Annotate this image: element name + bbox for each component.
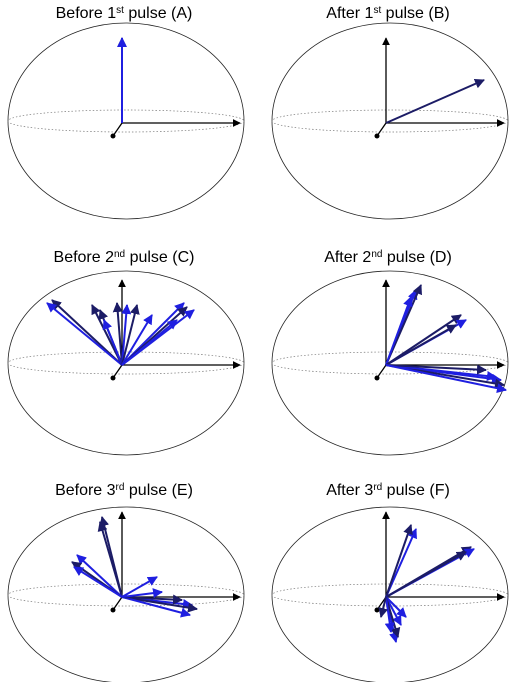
y-axis-dot (375, 134, 380, 139)
bloch-panel: After 2nd pulse (D) (272, 249, 508, 456)
equator (8, 110, 244, 132)
panel-title: Before 2nd pulse (C) (54, 249, 195, 267)
spin-vector (386, 297, 411, 365)
title-text: Before 3 (55, 482, 116, 499)
title-superscript: nd (371, 249, 382, 260)
spin-vector (47, 303, 122, 365)
title-text: After 1 (326, 5, 373, 22)
title-superscript: rd (116, 482, 125, 493)
page: Before 1st pulse (A) After 1st pulse (B) B… (0, 0, 515, 682)
title-superscript: nd (114, 249, 125, 260)
sphere-outline (8, 23, 244, 219)
panel-title: Before 3rd pulse (E) (55, 482, 193, 500)
figure: Before 1st pulse (A) After 1st pulse (B) B… (0, 0, 515, 682)
panel-title: After 2nd pulse (D) (324, 249, 452, 267)
title-text: After 2 (324, 249, 371, 266)
title-text: pulse (F) (382, 482, 450, 499)
title-text: Before 1 (56, 5, 117, 22)
spin-vector (122, 320, 177, 365)
title-superscript: rd (373, 482, 382, 493)
panel-title: After 3rd pulse (F) (326, 482, 450, 500)
y-axis-dot (111, 376, 116, 381)
title-text: pulse (A) (124, 5, 192, 22)
panel-title: Before 1st pulse (A) (56, 5, 193, 23)
title-text: pulse (B) (381, 5, 449, 22)
bloch-panel: Before 3rd pulse (E) (8, 482, 244, 682)
title-text: After 3 (326, 482, 373, 499)
bloch-panel: After 1st pulse (B) (272, 5, 508, 220)
bloch-panel: After 3rd pulse (F) (272, 482, 508, 682)
title-text: pulse (C) (125, 249, 194, 266)
spin-vector (386, 325, 456, 365)
bloch-panel: Before 2nd pulse (C) (8, 249, 244, 456)
bloch-panel: Before 1st pulse (A) (8, 5, 244, 220)
y-axis-dot (375, 608, 380, 613)
title-text: pulse (D) (382, 249, 451, 266)
title-text: pulse (E) (124, 482, 192, 499)
spin-vector (386, 80, 484, 123)
title-text: Before 2 (54, 249, 115, 266)
y-axis-dot (111, 134, 116, 139)
y-axis-dot (111, 608, 116, 613)
y-axis-dot (375, 376, 380, 381)
spin-vector (386, 552, 466, 597)
panel-title: After 1st pulse (B) (326, 5, 449, 23)
